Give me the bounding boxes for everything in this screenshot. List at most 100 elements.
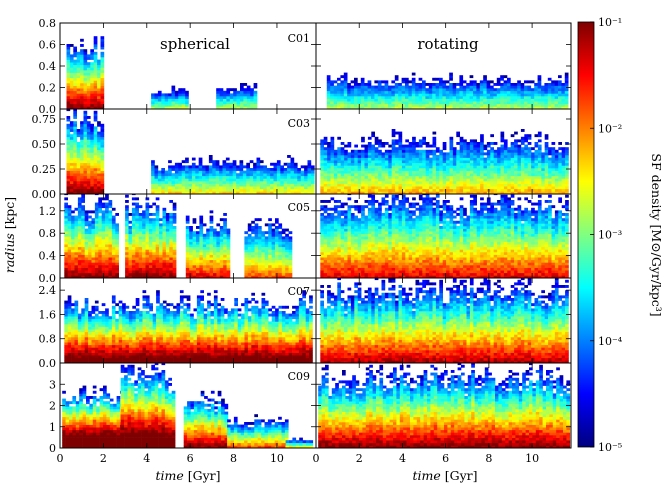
heatmap-cell bbox=[105, 262, 109, 266]
heatmap-cell bbox=[307, 160, 312, 164]
heatmap-cell bbox=[483, 88, 487, 92]
heatmap-cell bbox=[364, 93, 368, 97]
heatmap-cell bbox=[422, 181, 426, 184]
heatmap-cell bbox=[401, 103, 406, 107]
heatmap-cell bbox=[415, 186, 420, 190]
heatmap-cell bbox=[86, 57, 91, 60]
heatmap-cell bbox=[261, 275, 266, 278]
heatmap-cell bbox=[125, 200, 129, 203]
heatmap-cell bbox=[155, 241, 160, 245]
heatmap-cell bbox=[483, 191, 488, 194]
heatmap-cell bbox=[73, 134, 77, 138]
heatmap-cell bbox=[490, 168, 494, 171]
heatmap-cell bbox=[544, 173, 549, 177]
heatmap-cell bbox=[473, 168, 477, 171]
heatmap-cell bbox=[80, 191, 84, 194]
heatmap-cell bbox=[101, 249, 106, 253]
heatmap-cell bbox=[479, 101, 484, 105]
heatmap-cell bbox=[97, 59, 101, 63]
heatmap-cell bbox=[452, 157, 457, 161]
heatmap-cell bbox=[83, 77, 88, 81]
heatmap-cell bbox=[189, 249, 193, 253]
heatmap-cell bbox=[244, 272, 249, 276]
heatmap-cell bbox=[101, 213, 106, 216]
heatmap-cell bbox=[442, 101, 447, 105]
heatmap-cell bbox=[131, 202, 136, 206]
heatmap-cell bbox=[219, 101, 224, 105]
heatmap-cell bbox=[115, 213, 119, 216]
heatmap-cell bbox=[337, 165, 341, 169]
heatmap-cell bbox=[558, 188, 562, 192]
heatmap-cell bbox=[551, 98, 555, 102]
heatmap-cell bbox=[463, 162, 467, 166]
heatmap-cell bbox=[128, 236, 133, 240]
heatmap-cell bbox=[86, 85, 91, 89]
heatmap-cell bbox=[253, 183, 257, 187]
heatmap-cell bbox=[202, 186, 206, 190]
heatmap-cell bbox=[327, 186, 331, 190]
heatmap-cell bbox=[76, 83, 81, 86]
heatmap-cell bbox=[97, 175, 101, 179]
heatmap-cell bbox=[97, 103, 101, 107]
heatmap-cell bbox=[480, 173, 484, 177]
heatmap-cell bbox=[249, 181, 254, 184]
heatmap-cell bbox=[347, 85, 351, 89]
heatmap-cell bbox=[541, 188, 545, 192]
heatmap-cell bbox=[172, 239, 177, 242]
heatmap-cell bbox=[152, 254, 156, 258]
heatmap-cell bbox=[327, 147, 331, 151]
heatmap-cell bbox=[101, 270, 106, 274]
heatmap-cell bbox=[69, 136, 74, 140]
heatmap-cell bbox=[327, 218, 331, 222]
heatmap-cell bbox=[483, 93, 487, 97]
heatmap-cell bbox=[209, 228, 214, 232]
heatmap-cell bbox=[161, 181, 165, 184]
heatmap-cell bbox=[93, 75, 98, 79]
heatmap-cell bbox=[223, 93, 227, 97]
heatmap-cell bbox=[544, 96, 549, 99]
heatmap-cell bbox=[90, 170, 94, 174]
heatmap-cell bbox=[439, 165, 443, 169]
heatmap-cell bbox=[527, 98, 532, 102]
heatmap-cell bbox=[531, 170, 535, 174]
heatmap-cell bbox=[268, 236, 272, 240]
heatmap-cell bbox=[548, 168, 552, 171]
heatmap-cell bbox=[439, 168, 443, 171]
heatmap-cell bbox=[320, 262, 324, 266]
heatmap-cell bbox=[350, 93, 355, 97]
heatmap-cell bbox=[360, 103, 365, 107]
heatmap-cell bbox=[442, 96, 447, 99]
heatmap-cell bbox=[449, 173, 454, 177]
heatmap-cell bbox=[558, 155, 562, 158]
heatmap-cell bbox=[340, 75, 345, 79]
heatmap-cell bbox=[500, 139, 505, 143]
heatmap-cell bbox=[270, 168, 274, 171]
heatmap-cell bbox=[480, 157, 484, 161]
heatmap-cell bbox=[91, 226, 96, 229]
heatmap-cell bbox=[310, 170, 315, 174]
heatmap-cell bbox=[327, 149, 331, 153]
heatmap-cell bbox=[466, 98, 470, 102]
heatmap-cell bbox=[466, 160, 471, 164]
heatmap-cell bbox=[327, 223, 331, 227]
heatmap-cell bbox=[76, 134, 81, 138]
heatmap-cell bbox=[88, 215, 92, 219]
heatmap-cell bbox=[558, 103, 562, 107]
heatmap-cell bbox=[222, 175, 227, 179]
heatmap-cell bbox=[97, 160, 101, 164]
heatmap-cell bbox=[469, 178, 474, 182]
heatmap-cell bbox=[452, 85, 457, 89]
heatmap-cell bbox=[500, 88, 504, 92]
heatmap-cell bbox=[100, 88, 105, 92]
heatmap-cell bbox=[374, 147, 379, 151]
heatmap-cell bbox=[490, 152, 494, 156]
heatmap-cell bbox=[287, 173, 291, 177]
heatmap-cell bbox=[76, 59, 81, 63]
heatmap-cell bbox=[165, 272, 170, 276]
heatmap-cell bbox=[253, 170, 257, 174]
heatmap-cell bbox=[527, 183, 532, 187]
heatmap-cell bbox=[94, 226, 99, 229]
heatmap-cell bbox=[93, 93, 98, 97]
heatmap-cell bbox=[323, 239, 328, 242]
heatmap-cell bbox=[459, 147, 464, 151]
